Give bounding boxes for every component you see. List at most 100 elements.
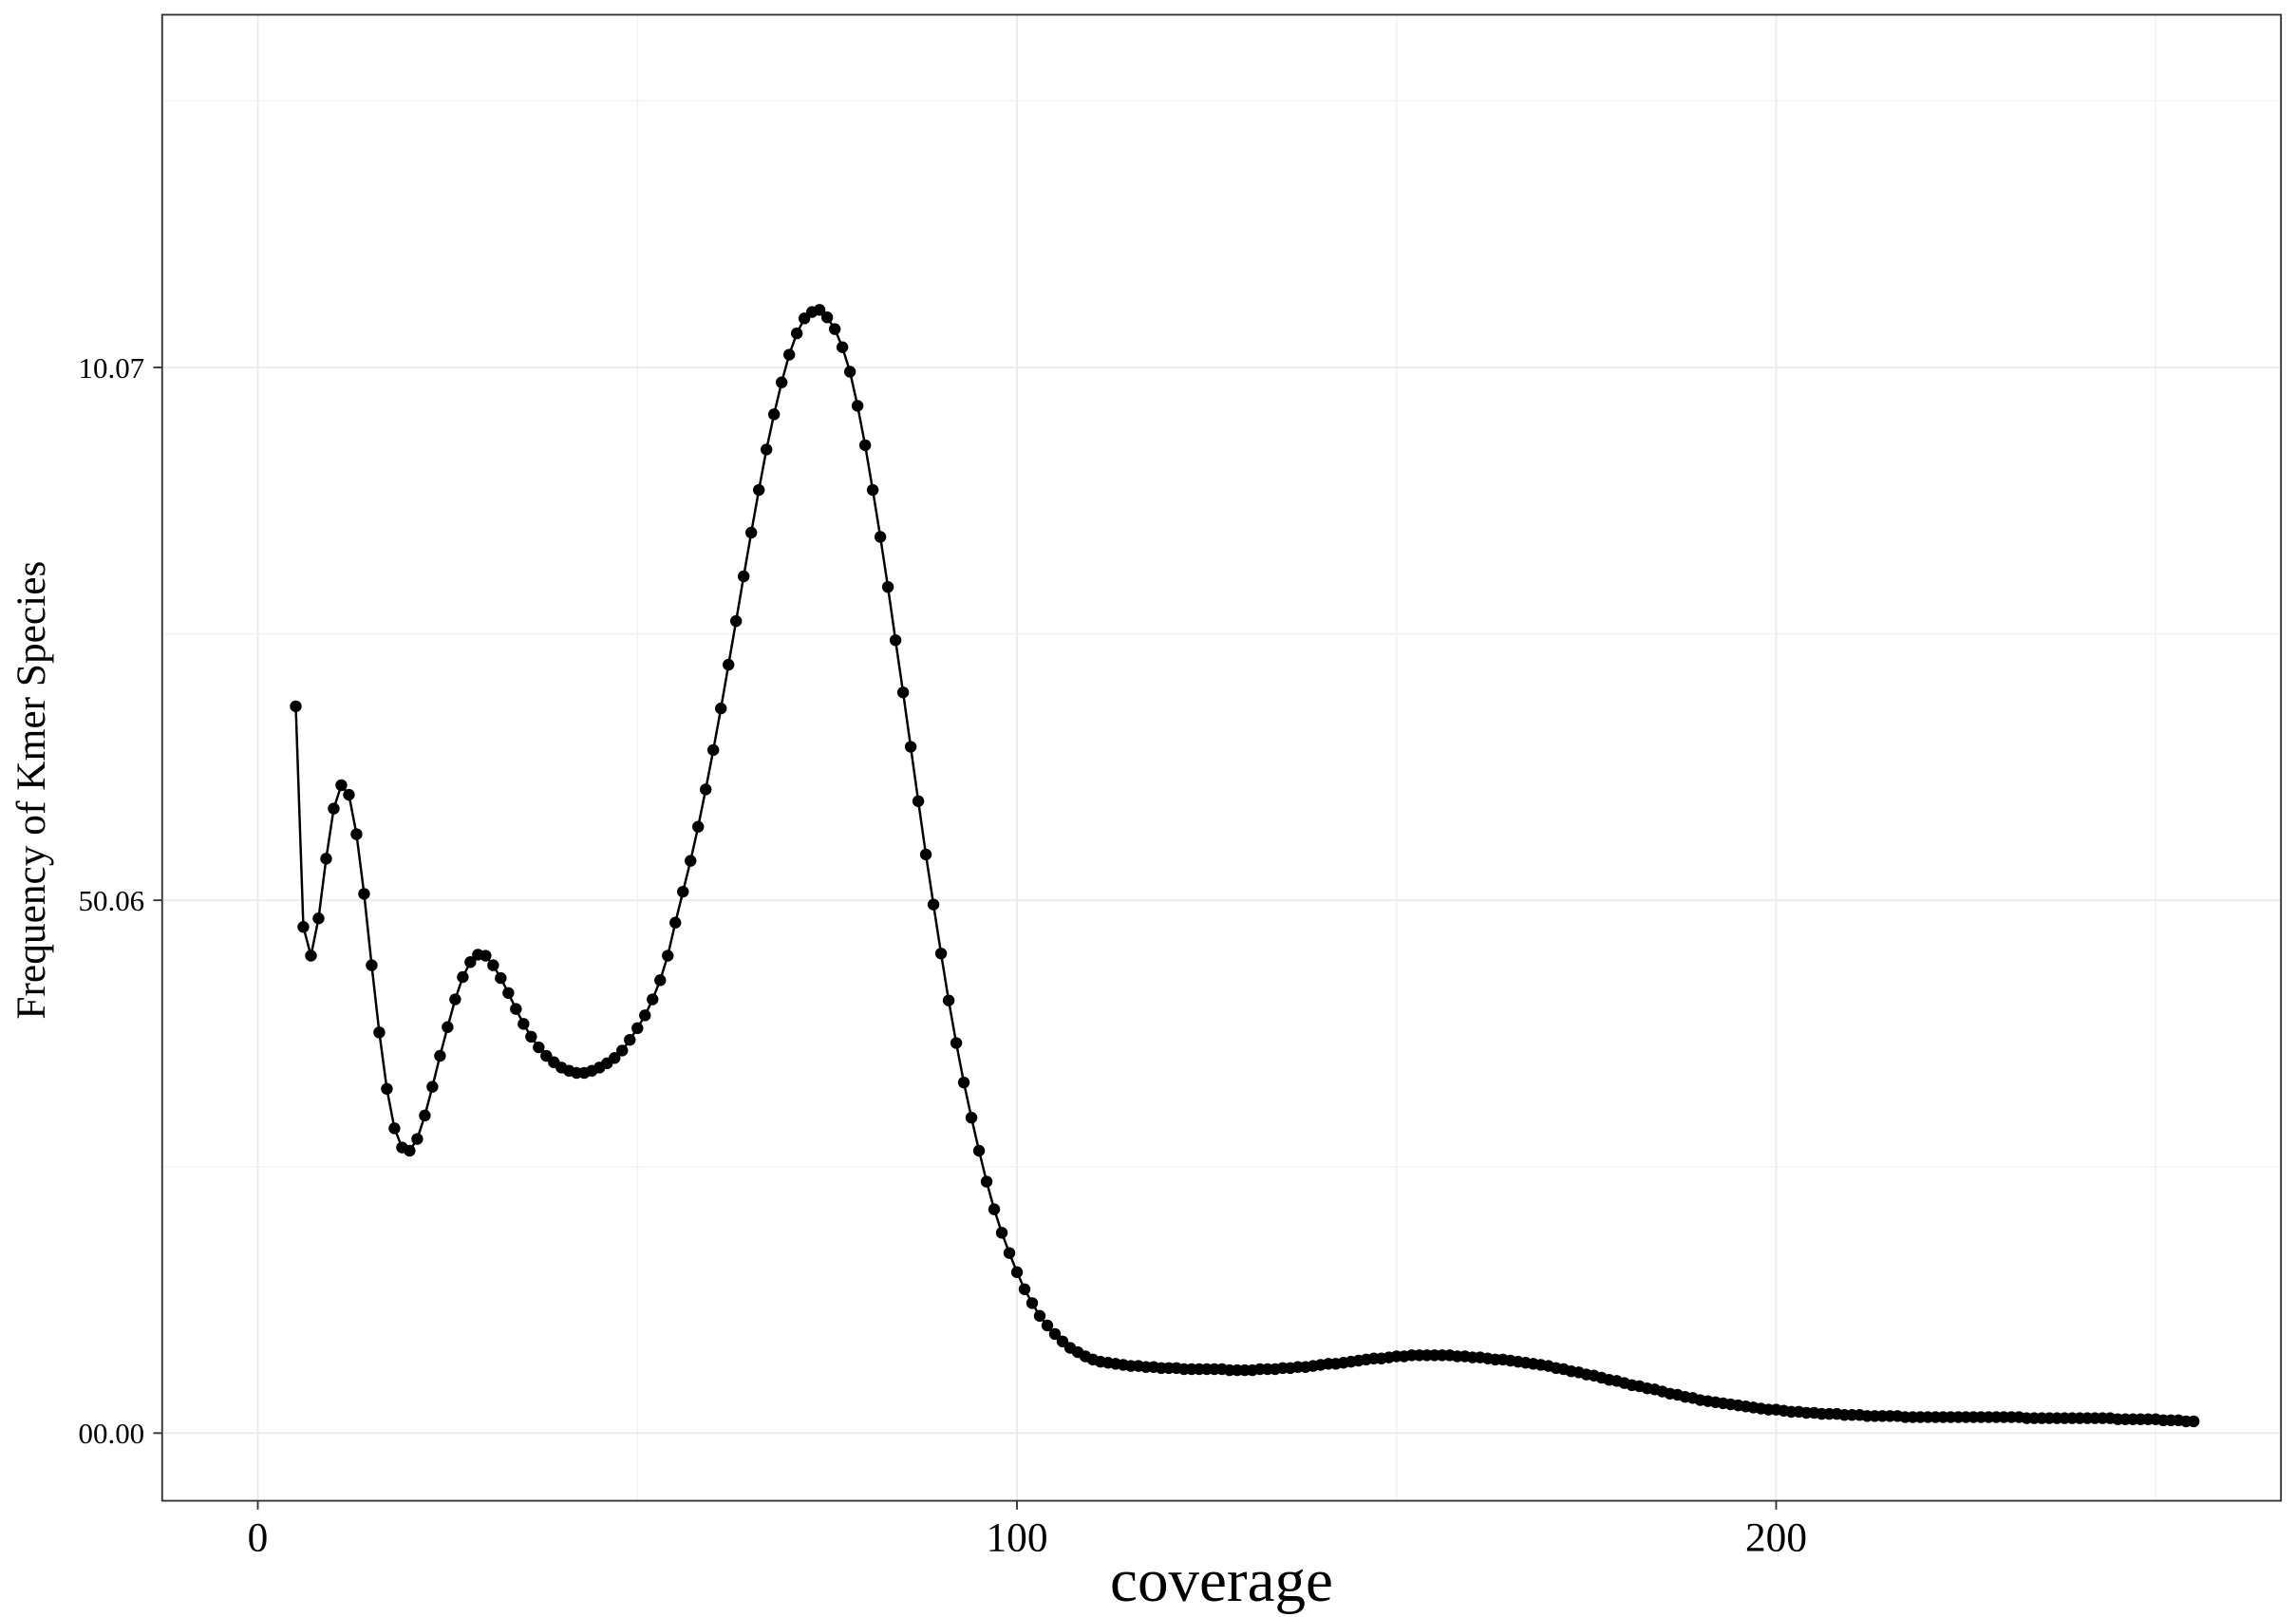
point <box>919 848 932 861</box>
point <box>965 1111 978 1124</box>
point <box>927 898 940 911</box>
plot-border <box>160 13 2283 1502</box>
point <box>457 970 469 984</box>
point <box>434 1049 446 1062</box>
point <box>449 993 461 1006</box>
point <box>518 1018 530 1030</box>
point <box>790 327 803 340</box>
point <box>495 971 507 985</box>
point <box>896 686 910 699</box>
point <box>669 916 682 929</box>
point <box>912 795 925 807</box>
y-axis-title: Frequency of Kmer Species <box>9 561 54 1020</box>
point <box>388 1122 401 1135</box>
point <box>616 1044 629 1057</box>
point <box>320 853 332 865</box>
point <box>677 885 689 898</box>
point <box>813 304 826 316</box>
point <box>502 987 515 999</box>
point <box>942 994 955 1006</box>
point <box>404 1144 416 1157</box>
point <box>881 580 894 593</box>
y-tick-label: 10.07 <box>78 351 144 385</box>
point <box>631 1022 644 1035</box>
point <box>700 783 712 796</box>
point <box>639 1009 651 1022</box>
point <box>358 888 370 900</box>
point <box>480 950 492 962</box>
point <box>366 959 378 971</box>
point <box>609 1052 621 1064</box>
point <box>729 614 743 628</box>
point <box>350 828 363 840</box>
point <box>775 376 788 388</box>
point <box>1018 1283 1031 1295</box>
point <box>1003 1247 1016 1259</box>
x-axis-title: coverage <box>1110 1547 1333 1615</box>
x-tick-label: 100 <box>986 1514 1047 1560</box>
point <box>442 1021 454 1033</box>
point <box>328 802 340 815</box>
point <box>1048 1327 1062 1341</box>
point <box>820 311 834 324</box>
point <box>950 1037 963 1049</box>
point <box>828 323 841 335</box>
point <box>889 634 902 647</box>
x-tick-label: 0 <box>248 1514 269 1560</box>
point <box>1041 1319 1054 1332</box>
point <box>782 348 796 361</box>
point <box>707 743 720 757</box>
point <box>1026 1297 1039 1309</box>
y-tick-label: 50.06 <box>78 884 144 917</box>
point <box>525 1030 537 1044</box>
point <box>647 993 659 1006</box>
point <box>737 570 750 583</box>
point <box>836 341 849 353</box>
point <box>972 1144 986 1157</box>
point <box>411 1133 423 1145</box>
point <box>715 702 727 715</box>
point <box>533 1041 545 1054</box>
point <box>2188 1415 2200 1428</box>
point <box>685 855 697 867</box>
point <box>426 1081 439 1093</box>
point <box>858 439 872 452</box>
point <box>874 531 887 543</box>
point <box>335 779 348 792</box>
point <box>305 950 317 962</box>
point <box>904 741 917 753</box>
point <box>866 483 879 497</box>
point <box>373 1026 386 1039</box>
point <box>760 443 773 456</box>
point <box>624 1033 636 1046</box>
point <box>851 400 864 412</box>
point <box>662 950 674 962</box>
point <box>957 1076 970 1089</box>
x-tick-label: 200 <box>1745 1514 1807 1560</box>
y-tick-label: 00.00 <box>78 1417 144 1450</box>
point <box>381 1082 393 1096</box>
point <box>843 366 856 378</box>
point <box>1033 1309 1046 1323</box>
point <box>988 1203 1001 1215</box>
point <box>654 974 667 987</box>
point <box>1010 1266 1024 1279</box>
point <box>510 1003 522 1015</box>
point <box>767 408 781 421</box>
point <box>744 526 758 539</box>
point <box>419 1109 431 1122</box>
point <box>723 658 735 671</box>
point <box>980 1175 993 1188</box>
point <box>487 959 499 971</box>
point <box>752 483 765 497</box>
point <box>464 956 477 968</box>
point <box>297 921 310 933</box>
point <box>312 912 325 925</box>
point <box>995 1227 1008 1239</box>
point <box>934 948 948 960</box>
point <box>290 700 302 713</box>
point <box>692 820 705 833</box>
